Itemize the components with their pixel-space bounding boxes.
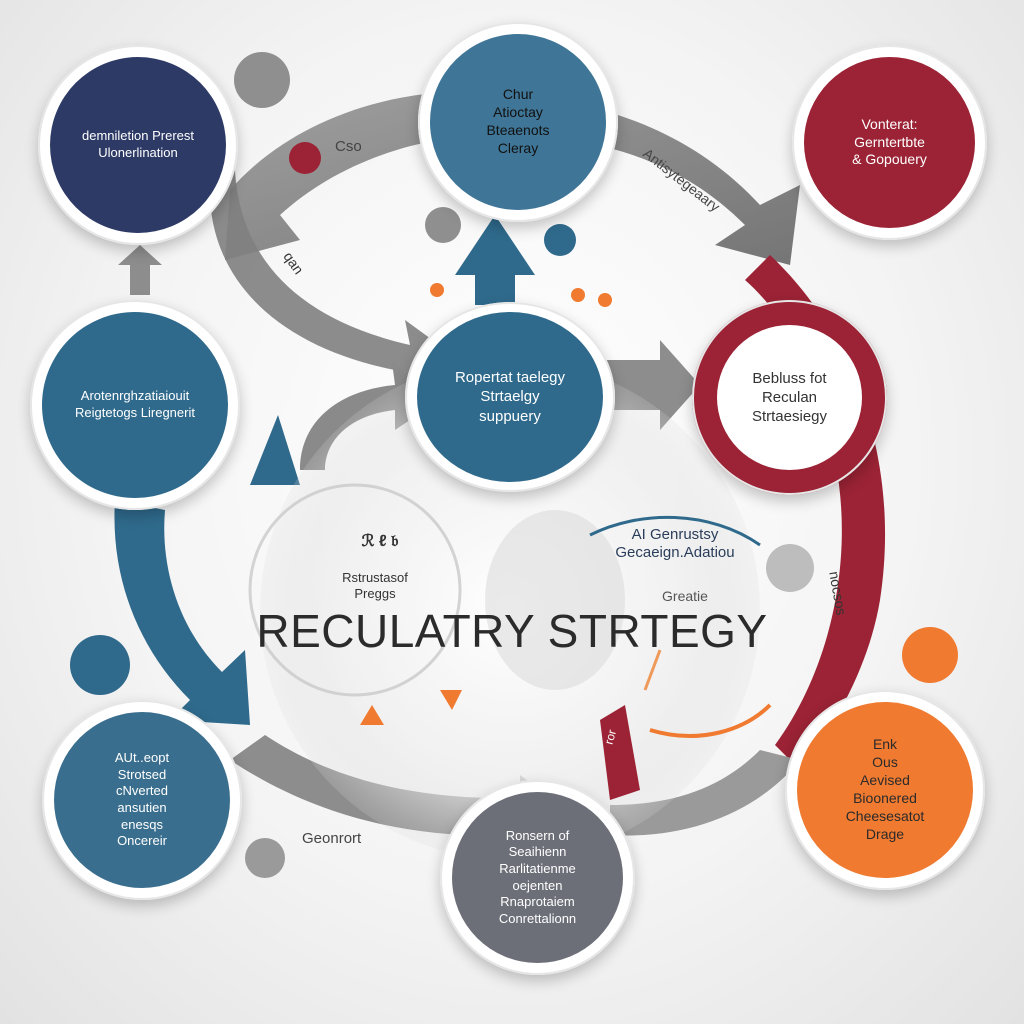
node-bottom-center-line-1: Ronsern of: [505, 827, 570, 843]
crimson-tab: [600, 705, 640, 800]
node-top-center-line-2: Atioctay: [493, 104, 543, 121]
node-bottom-left-disc: AUt..eopt Strotsed cNverted ansutien enesqs O…: [54, 712, 230, 888]
node-bottom-right-disc: Enk Ous Aevised Bioonered Cheesesatot Drage: [797, 702, 973, 878]
node-top-left: demniletion Prerest Ulonerlination: [38, 45, 238, 245]
node-mid-left-line-1: Arotenrghzatiaiouit: [80, 388, 190, 404]
node-bottom-left-line-5: enesqs: [121, 816, 163, 832]
node-top-center-line-4: Cleray: [497, 139, 539, 156]
center-right-sub: Greatie: [662, 588, 708, 604]
center-right-caption-line-1: AI Genrustsy: [631, 526, 719, 543]
main-title: RECULATRY STRTEGY: [256, 605, 768, 657]
dot-orange-pin-3: [598, 293, 612, 307]
gray-curve: [643, 649, 662, 691]
node-top-right: Vonterat: Gerntertbte & Gopouery: [792, 45, 987, 240]
dot-orange: [902, 627, 958, 683]
node-bottom-center-line-6: Conrettalionn: [498, 910, 577, 926]
dot-blue-2: [70, 635, 130, 695]
node-top-right-line-1: Vonterat:: [861, 115, 918, 132]
node-bottom-left-line-2: Strotsed: [117, 766, 167, 782]
node-top-left-line-2: Ulonerlination: [98, 145, 178, 160]
node-bottom-right-line-2: Ous: [872, 754, 898, 771]
center-left-caption-line-2: Preggs: [354, 585, 396, 601]
node-bottom-right-line-6: Drage: [865, 825, 905, 842]
node-top-left-line-1: demniletion Prerest: [82, 128, 194, 144]
node-top-right-disc: Vonterat: Gerntertbte & Gopouery: [804, 57, 975, 228]
node-mid-left-disc: Arotenrghzatiaiouit Reigtetogs Liregnerit: [42, 312, 228, 498]
arrow-blue-triangle: [250, 415, 300, 485]
node-bottom-center-line-3: Rarlitatienme: [499, 860, 576, 876]
node-center-line-1: Ropertat taelegy: [454, 369, 566, 387]
node-bottom-right-line-1: Enk: [872, 736, 898, 753]
arrow-label-bottom: Geonrort: [302, 830, 362, 847]
arrow-label-top-left: Cso: [335, 138, 362, 155]
node-bottom-right-line-4: Bioonered: [853, 790, 917, 806]
node-center-disc: Ropertat taelegy Strtaelgy suppuery: [417, 312, 603, 482]
node-bottom-center-line-4: oejenten: [512, 877, 563, 893]
node-mid-right-line-1: Bebluss fot: [752, 369, 827, 387]
node-bottom-right-line-5: Cheesesatot: [845, 807, 925, 824]
node-top-center: Chur Atioctay Bteaenots Cleray: [418, 22, 618, 222]
node-bottom-right-line-3: Aevised: [860, 772, 910, 789]
arrow-upper-ring: [225, 91, 800, 266]
dot-crimson: [289, 142, 321, 174]
center-left-caption-line-1: Rstrustasof: [342, 570, 408, 585]
arrow-up-center: [455, 215, 535, 305]
orange-arrowhead-2: [440, 690, 462, 710]
center-right-caption-line-2: Gecaeign.Adatiou: [615, 544, 735, 561]
node-bottom-center-disc: Ronsern of Seaihienn Rarlitatienme oejenten…: [452, 792, 623, 963]
node-bottom-left-line-4: ansutien: [117, 800, 167, 815]
center-right-caption: AI Genrustsy Gecaeign.Adatiou: [585, 526, 765, 562]
node-mid-right: Bebluss fot Reculan Strtaesiegy: [692, 300, 887, 495]
node-bottom-center-line-2: Seaihienn: [508, 844, 567, 860]
node-bottom-center: Ronsern of Seaihienn Rarlitatienme oejenten…: [440, 780, 635, 975]
node-bottom-center-line-5: Rnaprotaiem: [500, 894, 575, 910]
orange-arrowhead-1: [360, 705, 384, 725]
dot-gray-1: [234, 52, 290, 108]
arrow-bottom-right: [610, 750, 800, 836]
node-bottom-left-line-6: Oncereir: [117, 833, 167, 849]
dot-gray-3: [245, 838, 285, 878]
dot-blue-1: [544, 224, 576, 256]
node-center-line-2: Strtaelgy: [480, 388, 540, 406]
arrow-up-left: [118, 245, 162, 295]
node-top-right-line-2: Gerntertbte: [854, 133, 925, 150]
dot-orange-pin-1: [430, 283, 444, 297]
node-top-center-line-1: Chur: [502, 86, 534, 103]
node-top-center-disc: Chur Atioctay Bteaenots Cleray: [430, 34, 606, 210]
node-center: Ropertat taelegy Strtaelgy suppuery: [405, 302, 615, 492]
node-bottom-left: AUt..eopt Strotsed cNverted ansutien enesqs O…: [42, 700, 242, 900]
node-bottom-right: Enk Ous Aevised Bioonered Cheesesatot Drage: [785, 690, 985, 890]
center-gray-swirl: [485, 510, 625, 690]
arrow-left-ring: [114, 500, 251, 725]
node-mid-right-disc: Bebluss fot Reculan Strtaesiegy: [717, 325, 862, 470]
node-center-line-3: suppuery: [479, 407, 541, 425]
dot-gray-4: [766, 544, 814, 592]
node-top-right-line-3: & Gopouery: [852, 151, 927, 168]
dot-orange-pin-2: [571, 288, 585, 302]
node-bottom-left-line-1: AUt..eopt: [114, 750, 170, 766]
node-mid-right-line-3: Strtaesiegy: [751, 408, 828, 426]
blue-curve: [589, 515, 761, 547]
node-mid-left-line-2: Reigtetogs Liregnerit: [75, 405, 195, 420]
node-mid-right-line-2: Reculan: [761, 388, 818, 406]
node-top-left-disc: demniletion Prerest Ulonerlination: [50, 57, 226, 233]
center-badge: ℛ ℓ 𝔟: [361, 533, 399, 550]
dot-gray-2: [425, 207, 461, 243]
node-top-center-line-3: Bteaenots: [486, 122, 550, 138]
center-left-caption: Rstrustasof Preggs: [320, 570, 430, 601]
orange-curve: [649, 703, 772, 738]
node-bottom-left-line-3: cNverted: [115, 783, 169, 799]
node-mid-left: Arotenrghzatiaiouit Reigtetogs Liregnerit: [30, 300, 240, 510]
center-inner-ring: [248, 483, 462, 697]
